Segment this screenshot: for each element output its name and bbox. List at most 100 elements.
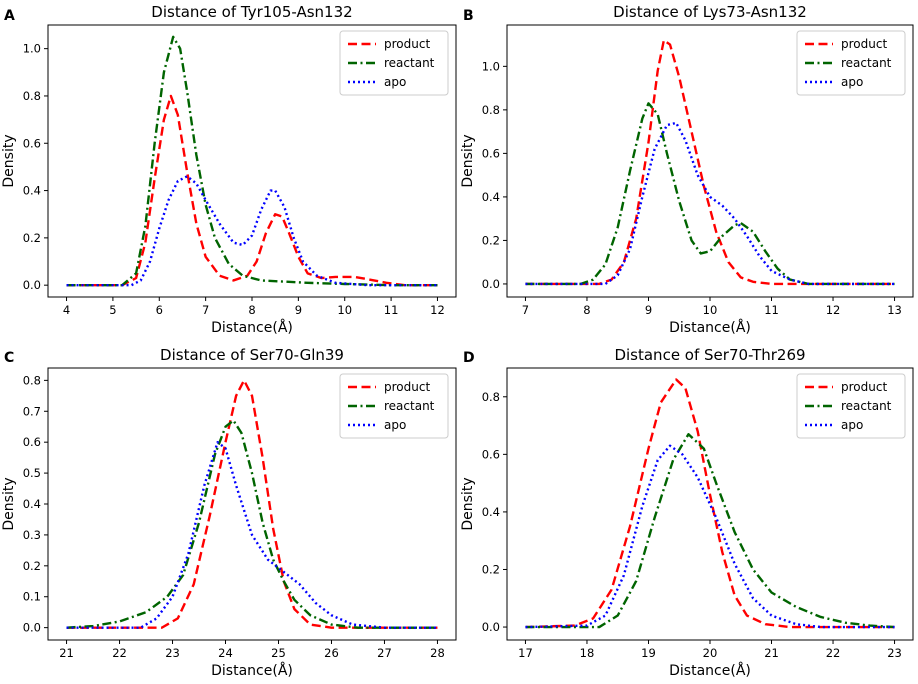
x-tick-label: 7 bbox=[202, 303, 209, 317]
legend-label-product: product bbox=[841, 37, 887, 51]
legend: product reactant apo bbox=[796, 373, 906, 439]
y-tick-label: 0.0 bbox=[482, 620, 500, 634]
y-tick-label: 1.0 bbox=[23, 42, 41, 56]
y-tick-label: 0.8 bbox=[23, 89, 41, 103]
y-tick-label: 0.0 bbox=[23, 621, 41, 635]
series-line-apo bbox=[66, 440, 438, 629]
chart-panel-a: A Distance of Tyr105-Asn132 4 5 6 7 8 9 10 11 12 0.… bbox=[1, 3, 457, 336]
x-tick-label: 22 bbox=[826, 646, 841, 660]
x-tick-label: 10 bbox=[703, 303, 718, 317]
x-tick-label: 21 bbox=[59, 646, 74, 660]
series-line-reactant bbox=[525, 102, 895, 286]
x-tick-label: 5 bbox=[109, 303, 116, 317]
x-tick-label: 28 bbox=[430, 646, 445, 660]
legend-box bbox=[339, 373, 449, 439]
y-tick-label: 0.2 bbox=[482, 562, 500, 576]
series-line-reactant bbox=[66, 419, 438, 629]
y-tick-label: 0.8 bbox=[482, 103, 500, 117]
y-tick-label: 0.2 bbox=[23, 559, 41, 573]
series-line-product bbox=[525, 378, 895, 629]
x-tick-label: 4 bbox=[63, 303, 70, 317]
x-tick-label: 8 bbox=[583, 303, 590, 317]
y-tick-label: 0.8 bbox=[482, 390, 500, 404]
y-tick-label: 0.2 bbox=[482, 233, 500, 247]
legend-box bbox=[796, 30, 906, 96]
x-tick-label: 18 bbox=[580, 646, 595, 660]
x-tick-label: 26 bbox=[324, 646, 339, 660]
y-tick-label: 0.8 bbox=[23, 373, 41, 387]
x-tick-label: 8 bbox=[248, 303, 255, 317]
y-tick-label: 0.4 bbox=[23, 184, 41, 198]
x-tick-label: 11 bbox=[764, 303, 779, 317]
x-tick-label: 9 bbox=[645, 303, 652, 317]
x-tick-label: 11 bbox=[384, 303, 399, 317]
legend-label-reactant: reactant bbox=[384, 399, 435, 413]
x-tick-label: 9 bbox=[295, 303, 302, 317]
y-axis-label: Density bbox=[1, 477, 17, 530]
chart-panel-c: C Distance of Ser70-Gln39 21 22 23 24 25 26 27 28… bbox=[1, 346, 457, 679]
y-tick-label: 0.6 bbox=[23, 136, 41, 150]
y-tick-label: 0.4 bbox=[482, 190, 500, 204]
x-axis-label: Distance(Å) bbox=[211, 319, 293, 336]
y-tick-label: 0.6 bbox=[482, 447, 500, 461]
y-tick-label: 0.1 bbox=[23, 590, 41, 604]
y-tick-label: 0.2 bbox=[23, 231, 41, 245]
x-tick-label: 19 bbox=[641, 646, 656, 660]
x-axis-label: Distance(Å) bbox=[669, 319, 751, 336]
series-line-apo bbox=[66, 175, 438, 287]
legend: product reactant apo bbox=[339, 30, 449, 96]
legend-label-product: product bbox=[841, 380, 887, 394]
series-line-apo bbox=[525, 444, 895, 629]
x-tick-label: 24 bbox=[218, 646, 233, 660]
legend-label-reactant: reactant bbox=[384, 56, 435, 70]
panel-letter: A bbox=[4, 8, 15, 24]
x-tick-label: 12 bbox=[826, 303, 841, 317]
legend: product reactant apo bbox=[339, 373, 449, 439]
y-axis-label: Density bbox=[1, 134, 17, 187]
x-tick-label: 7 bbox=[522, 303, 529, 317]
legend-box bbox=[339, 30, 449, 96]
legend-label-reactant: reactant bbox=[841, 399, 892, 413]
chart-title: Distance of Ser70-Gln39 bbox=[160, 346, 344, 364]
legend-label-apo: apo bbox=[841, 75, 863, 89]
legend-label-apo: apo bbox=[384, 418, 406, 432]
legend-label-apo: apo bbox=[841, 418, 863, 432]
panel-letter: D bbox=[463, 350, 475, 366]
y-axis-label: Density bbox=[460, 477, 476, 530]
legend-label-reactant: reactant bbox=[841, 56, 892, 70]
y-tick-label: 0.5 bbox=[23, 466, 41, 480]
chart-panel-d: D Distance of Ser70-Thr269 17 18 19 20 21 22 23 0… bbox=[460, 346, 914, 679]
chart-title: Distance of Tyr105-Asn132 bbox=[151, 3, 352, 21]
series-line-reactant bbox=[525, 433, 895, 629]
x-axis-label: Distance(Å) bbox=[211, 662, 293, 679]
y-tick-label: 0.3 bbox=[23, 528, 41, 542]
chart-panel-b: B Distance of Lys73-Asn132 7 8 9 10 11 12 13 0.0 0… bbox=[460, 3, 914, 336]
series-line-product bbox=[525, 39, 895, 286]
x-tick-label: 23 bbox=[887, 646, 902, 660]
y-tick-label: 1.0 bbox=[482, 59, 500, 73]
x-tick-label: 25 bbox=[271, 646, 286, 660]
legend-box bbox=[796, 373, 906, 439]
x-tick-label: 13 bbox=[887, 303, 902, 317]
y-tick-label: 0.6 bbox=[23, 435, 41, 449]
x-tick-label: 12 bbox=[430, 303, 445, 317]
y-tick-label: 0.7 bbox=[23, 404, 41, 418]
y-axis-label: Density bbox=[460, 134, 476, 187]
legend-label-apo: apo bbox=[384, 75, 406, 89]
x-tick-label: 20 bbox=[703, 646, 718, 660]
x-tick-label: 22 bbox=[112, 646, 127, 660]
panel-letter: C bbox=[4, 350, 14, 366]
x-axis-label: Distance(Å) bbox=[669, 662, 751, 679]
chart-title: Distance of Ser70-Thr269 bbox=[614, 346, 805, 364]
series-line-product bbox=[66, 94, 438, 287]
y-tick-label: 0.4 bbox=[482, 505, 500, 519]
panel-letter: B bbox=[463, 8, 474, 24]
y-tick-label: 0.0 bbox=[23, 278, 41, 292]
x-tick-label: 27 bbox=[377, 646, 392, 660]
y-tick-label: 0.6 bbox=[482, 146, 500, 160]
legend-label-product: product bbox=[384, 37, 430, 51]
series-line-product bbox=[66, 379, 438, 629]
x-tick-label: 23 bbox=[165, 646, 180, 660]
x-tick-label: 17 bbox=[518, 646, 533, 660]
